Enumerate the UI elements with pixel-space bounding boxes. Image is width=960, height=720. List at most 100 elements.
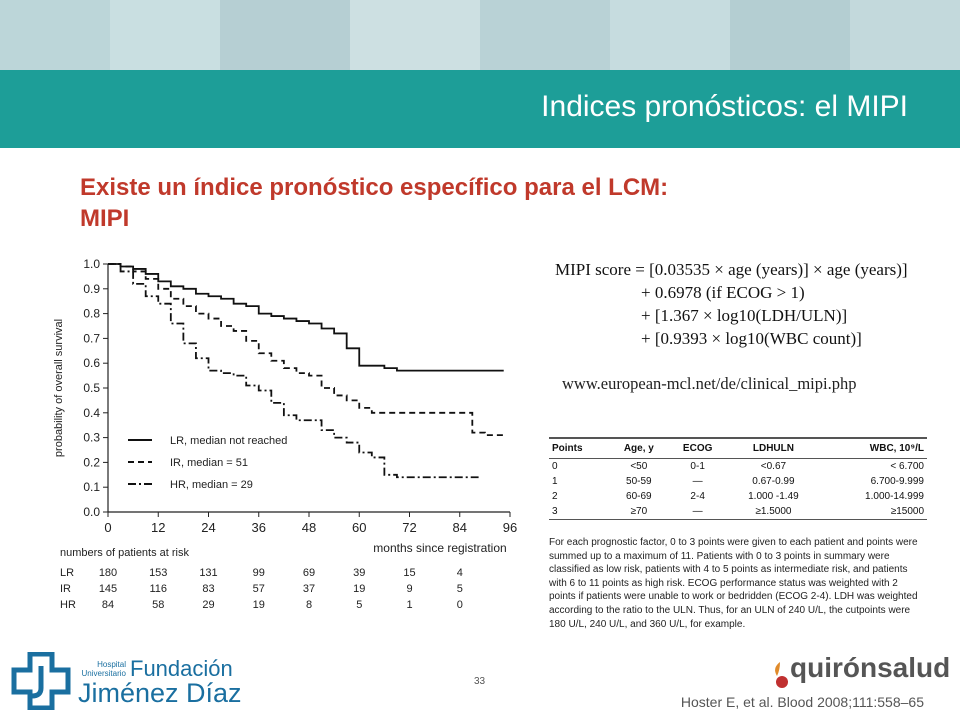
x-tick-label: 0	[104, 520, 111, 535]
y-tick-label: 1.0	[83, 257, 100, 271]
series-line-1	[108, 263, 504, 437]
table-cell: 0-1	[690, 461, 705, 472]
subtitle-line-2: MIPI	[80, 205, 130, 232]
table-cell: 1.000 -1.49	[748, 491, 799, 502]
series-line-0	[108, 263, 504, 372]
at-risk-group: LR	[60, 567, 74, 579]
at-risk-value: 15	[403, 567, 415, 579]
table-cell: <50	[630, 461, 648, 472]
at-risk-value: 4	[457, 567, 463, 579]
x-tick-label: 96	[503, 520, 517, 535]
photo-header-strip	[0, 0, 960, 70]
header-photo	[0, 0, 111, 70]
y-tick-label: 0.2	[83, 455, 100, 469]
table-cell: 50-59	[626, 476, 652, 487]
title-bar: Indices pronósticos: el MIPI	[0, 70, 960, 148]
hospital-label-line-2: Universitario	[81, 669, 126, 678]
table-cell: 60-69	[626, 491, 652, 502]
column-header: Age, y	[609, 437, 669, 459]
at-risk-value: 0	[457, 599, 463, 611]
page-number: 33	[474, 676, 486, 687]
survival-chart: 0.0 0.1 0.2 0.3 0.4 0.5 0.6 0.7 0.8 0.9 1.0 0 12 24 36…	[53, 257, 517, 611]
at-risk-value: 1	[406, 599, 412, 611]
at-risk-value: 37	[303, 583, 315, 595]
series-line-2	[108, 263, 479, 479]
table-cell: 2	[552, 491, 558, 502]
y-tick-label: 0.8	[83, 307, 100, 321]
header-photo	[610, 0, 731, 70]
slide-subtitle: Existe un índice pronóstico específico p…	[80, 172, 780, 234]
x-axis-label: months since registration	[373, 541, 506, 555]
header-photo	[350, 0, 481, 70]
y-tick-label: 0.1	[83, 480, 100, 494]
column-header: Points	[549, 437, 610, 459]
table-cell: ≥70	[609, 504, 669, 520]
at-risk-group: IR	[60, 583, 71, 595]
y-axis-label: probability of overall survival	[53, 319, 65, 457]
mipi-points-table: Points Age, y ECOG LDHULN WBC, 10⁹/L 0 <…	[549, 437, 927, 520]
table-footnote: For each prognostic factor, 0 to 3 point…	[549, 537, 918, 630]
x-tick-label: 12	[151, 520, 165, 535]
at-risk-value: 19	[253, 599, 265, 611]
at-risk-value: 145	[99, 583, 117, 595]
x-tick-label: 48	[302, 520, 316, 535]
at-risk-value: 39	[353, 567, 365, 579]
y-tick-label: 0.0	[83, 505, 100, 519]
at-risk-value: 8	[306, 599, 312, 611]
x-tick-label: 60	[352, 520, 366, 535]
at-risk-value: 9	[406, 583, 412, 595]
at-risk-value: 5	[457, 583, 463, 595]
quironsalud-brand: quirónsalud	[790, 652, 951, 683]
y-tick-label: 0.5	[83, 381, 100, 395]
at-risk-value: 29	[202, 599, 214, 611]
hospital-label: Hospital Universitario	[80, 660, 126, 678]
table-cell: 3	[549, 504, 610, 520]
table-cell: 1.000-14.999	[865, 491, 924, 502]
column-header: WBC, 10⁹/L	[820, 437, 927, 459]
at-risk-title: numbers of patients at risk	[60, 547, 190, 559]
formula-line-4: + [0.9393 × log10(WBC count)]	[641, 329, 862, 348]
hospital-label-line-1: Hospital	[97, 660, 126, 669]
legend-label: IR, median = 51	[170, 457, 248, 469]
subtitle-line-1: Existe un índice pronóstico específico p…	[80, 174, 669, 201]
y-tick-label: 0.9	[83, 282, 100, 296]
page-title: Indices pronósticos: el MIPI	[541, 90, 908, 123]
y-tick-label: 0.4	[83, 406, 100, 420]
table-cell: ≥15000	[820, 504, 927, 520]
mipi-calculator-link[interactable]: www.european-mcl.net/de/clinical_mipi.ph…	[562, 374, 857, 393]
x-tick-label: 72	[402, 520, 416, 535]
table-cell: 6.700-9.999	[870, 476, 924, 487]
at-risk-value: 131	[199, 567, 217, 579]
fundacion-text: Fundación	[130, 656, 233, 681]
table-cell: 0.67-0.99	[752, 476, 795, 487]
fjd-cross-logo-icon	[11, 652, 71, 710]
jimenez-diaz-text: Jiménez Díaz	[78, 678, 242, 708]
table-cell: ≥1.5000	[726, 504, 821, 520]
table-row: 1 50-59 — 0.67-0.99 6.700-9.999	[549, 474, 927, 489]
table-cell: 0	[552, 461, 558, 472]
y-tick-label: 0.7	[83, 331, 100, 345]
mipi-formula: MIPI score = [0.03535 × age (years)] × a…	[555, 258, 908, 350]
header-photo	[730, 0, 851, 70]
header-photo	[110, 0, 221, 70]
formula-line-3: + [1.367 × log10(LDH/ULN)]	[641, 306, 848, 325]
table-row: 0 <50 0-1 <0.67 < 6.700	[549, 459, 927, 475]
table-row: 3 ≥70 — ≥1.5000 ≥15000	[549, 504, 927, 520]
at-risk-value: 83	[202, 583, 214, 595]
at-risk-value: 84	[102, 599, 114, 611]
at-risk-value: 180	[99, 567, 117, 579]
at-risk-group: HR	[60, 599, 76, 611]
table-header-row: Points Age, y ECOG LDHULN WBC, 10⁹/L	[549, 437, 927, 459]
table-cell: 1	[552, 476, 558, 487]
citation: Hoster E, et al. Blood 2008;111:558–65	[680, 694, 924, 710]
table-cell: —	[668, 504, 727, 520]
table-cell: <0.67	[760, 461, 787, 472]
header-photo	[480, 0, 611, 70]
y-tick-label: 0.3	[83, 431, 100, 445]
at-risk-value: 57	[253, 583, 265, 595]
y-tick-label: 0.6	[83, 356, 100, 370]
x-tick-label: 36	[252, 520, 266, 535]
legend-label: HR, median = 29	[170, 479, 253, 491]
legend-label: LR, median not reached	[170, 435, 287, 447]
table-row: 2 60-69 2-4 1.000 -1.49 1.000-14.999	[549, 489, 927, 504]
